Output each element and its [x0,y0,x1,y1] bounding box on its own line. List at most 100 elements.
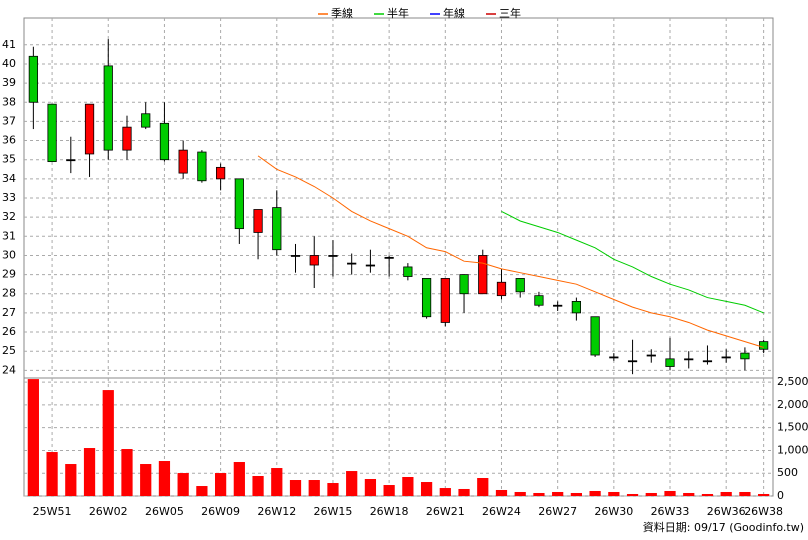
candle-body [103,65,113,151]
candle-body [478,255,488,295]
y-tick-label: 33 [2,191,16,204]
x-tick-label: 26W09 [201,505,240,518]
volume-bar [420,482,433,496]
volume-bar [327,483,339,496]
volume-bar [608,491,620,496]
y-tick-label: 41 [2,38,16,51]
volume-bar [158,461,171,496]
volume-bar [271,468,283,496]
candle-body [328,255,338,257]
candle-body [272,207,282,251]
candle-body [571,301,582,314]
y-tick-label: 28 [2,287,16,300]
volume-bar [664,490,676,496]
ma-line [257,155,764,348]
x-tick-label: 26W05 [145,505,184,518]
volume-bar [458,488,470,496]
candle-body [403,266,413,277]
candle-body [702,360,713,363]
x-tick-label: 26W38 [744,505,783,518]
legend-label: 年線 [443,6,465,20]
y-tick-label: 40 [2,57,16,70]
candle-body [159,122,170,161]
candle-body [721,356,731,359]
y-tick-label: 2,500 [777,375,808,388]
x-tick-label: 26W33 [651,505,690,518]
volume-bar [645,492,657,496]
candle-body [215,166,226,180]
x-tick-label: 26W30 [594,505,633,518]
volume-bar [289,480,302,496]
volume-bar [626,493,639,496]
legend-label: 季線 [331,6,353,20]
candle-body [665,358,675,367]
candle-body [421,278,432,318]
y-tick-label: 37 [2,114,16,127]
volume-bar [552,491,564,496]
candle-body [534,295,544,306]
candle-body [684,358,694,361]
x-tick-label: 25W51 [33,505,72,518]
volume-bar [346,471,358,496]
volume-bar [140,464,152,496]
candle-body [234,178,244,230]
candle-body [590,316,600,356]
volume-bar [65,464,77,496]
volume-bar [364,479,377,496]
candle-body [515,278,525,293]
candle-body [496,281,507,297]
candle-body [627,360,638,363]
volume-bar [196,486,208,496]
volume-bar [383,485,395,496]
volume-bar [739,491,751,496]
candle-body [309,255,319,266]
candle-body [253,209,263,233]
candle-body [740,352,750,360]
legend-label: 三年 [499,6,521,20]
volume-bar [477,478,489,496]
volume-bar [102,390,114,496]
volume-bar [27,379,39,496]
volume-bar [177,473,189,496]
candle-body [47,103,57,163]
volume-bar [121,449,133,496]
y-tick-label: 30 [2,248,16,261]
y-tick-label: 2,000 [777,398,808,411]
y-tick-label: 26 [2,325,16,338]
candle-body [759,341,769,350]
y-tick-label: 1,500 [777,421,808,434]
y-tick-label: 36 [2,134,16,147]
volume-bar [439,488,451,496]
volume-bar [46,452,58,496]
candle-body [28,55,38,103]
candle-body [141,113,151,128]
volume-panel [23,377,774,497]
volume-bar [514,491,526,496]
y-tick-label: 500 [777,466,798,479]
volume-bar [533,492,545,496]
y-tick-label: 32 [2,210,16,223]
legend-label: 半年 [387,6,409,20]
candle-body [122,126,132,151]
volume-bar [83,448,96,496]
candle-body [609,356,619,359]
x-tick-label: 26W36 [707,505,746,518]
x-tick-label: 26W18 [370,505,409,518]
candle-body [66,159,76,162]
y-tick-label: 39 [2,76,16,89]
y-tick-label: 34 [2,172,16,185]
volume-bar [252,475,264,496]
x-tick-label: 26W27 [538,505,577,518]
y-tick-label: 29 [2,268,16,281]
y-tick-label: 35 [2,153,16,166]
volume-bar [495,489,508,496]
candle-body [365,264,376,267]
candle-body [646,354,656,357]
y-tick-label: 25 [2,344,16,357]
candle-body [290,255,301,257]
volume-bar [570,492,583,496]
candle-body [347,262,357,265]
x-tick-label: 26W02 [89,505,128,518]
volume-bar [308,480,320,496]
